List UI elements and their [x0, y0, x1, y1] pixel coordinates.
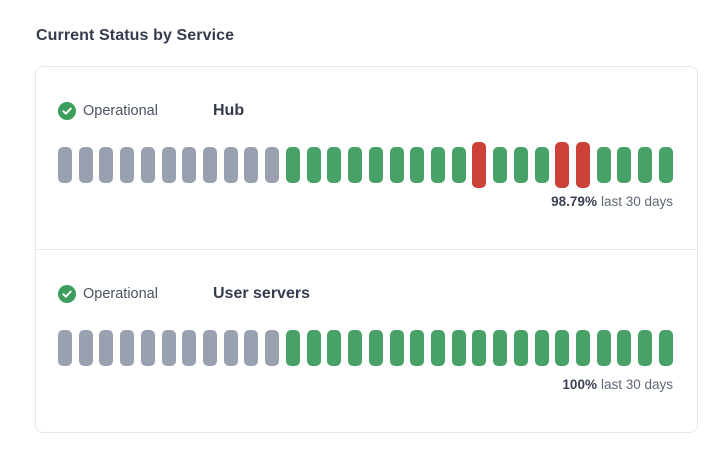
- uptime-day-bar: [430, 330, 445, 366]
- uptime-period: last 30 days: [600, 377, 673, 392]
- uptime-day-bar: [575, 330, 590, 366]
- uptime-day-bar: [120, 330, 135, 366]
- uptime-day-bar: [78, 147, 93, 183]
- uptime-summary: 100% last 30 days: [58, 377, 673, 392]
- uptime-day-bar: [140, 147, 155, 183]
- uptime-day-bar: [161, 147, 176, 183]
- uptime-day-bar: [658, 147, 673, 183]
- uptime-day-bar: [555, 142, 570, 188]
- page-title: Current Status by Service: [36, 27, 235, 44]
- uptime-day-bar: [389, 330, 404, 366]
- uptime-day-bar: [368, 147, 383, 183]
- uptime-day-bar: [493, 330, 508, 366]
- uptime-day-bar: [513, 330, 528, 366]
- uptime-day-bar: [430, 147, 445, 183]
- uptime-day-bar: [410, 330, 425, 366]
- uptime-day-bar: [182, 330, 197, 366]
- uptime-day-bar: [596, 330, 611, 366]
- uptime-day-bar: [389, 147, 404, 183]
- uptime-day-bar: [99, 147, 114, 183]
- uptime-day-bar: [182, 147, 197, 183]
- uptime-bars: [58, 325, 673, 371]
- uptime-day-bar: [575, 142, 590, 188]
- uptime-day-bar: [348, 147, 363, 183]
- status-card: Operational Hub 98.79% last 30 days Opera…: [35, 66, 698, 433]
- uptime-day-bar: [58, 330, 72, 366]
- status-page: Current Status by Service Operational Hu…: [35, 27, 698, 433]
- uptime-day-bar: [638, 330, 653, 366]
- uptime-day-bar: [638, 147, 653, 183]
- uptime-day-bar: [513, 147, 528, 183]
- uptime-day-bar: [472, 142, 487, 188]
- uptime-day-bar: [534, 330, 549, 366]
- uptime-day-bar: [368, 330, 383, 366]
- service-section: Operational User servers 100% last 30 day…: [36, 249, 697, 432]
- uptime-bars: [58, 142, 673, 188]
- service-header: Operational Hub: [58, 101, 675, 121]
- uptime-day-bar: [617, 330, 632, 366]
- service-name: User servers: [213, 285, 310, 302]
- uptime-day-bar: [140, 330, 155, 366]
- check-circle-icon: [58, 285, 76, 303]
- uptime-percent: 100%: [562, 377, 597, 392]
- uptime-day-bar: [203, 147, 218, 183]
- uptime-day-bar: [78, 330, 93, 366]
- uptime-day-bar: [472, 330, 487, 366]
- uptime-day-bar: [244, 330, 259, 366]
- uptime-percent: 98.79%: [551, 194, 597, 209]
- uptime-day-bar: [58, 147, 72, 183]
- uptime-day-bar: [120, 147, 135, 183]
- uptime-day-bar: [493, 147, 508, 183]
- check-circle-icon: [58, 102, 76, 120]
- uptime-period: last 30 days: [600, 194, 673, 209]
- uptime-day-bar: [99, 330, 114, 366]
- service-status-badge: Operational: [58, 285, 213, 303]
- status-label: Operational: [83, 286, 158, 302]
- uptime-day-bar: [348, 330, 363, 366]
- uptime-day-bar: [410, 147, 425, 183]
- uptime-summary: 98.79% last 30 days: [58, 194, 673, 209]
- uptime-day-bar: [617, 147, 632, 183]
- uptime-day-bar: [451, 330, 466, 366]
- uptime-day-bar: [306, 330, 321, 366]
- uptime-day-bar: [534, 147, 549, 183]
- uptime-day-bar: [285, 147, 300, 183]
- uptime-day-bar: [327, 330, 342, 366]
- uptime-day-bar: [223, 330, 238, 366]
- uptime-day-bar: [223, 147, 238, 183]
- status-label: Operational: [83, 103, 158, 119]
- uptime-day-bar: [203, 330, 218, 366]
- uptime-day-bar: [555, 330, 570, 366]
- uptime-day-bar: [451, 147, 466, 183]
- service-status-badge: Operational: [58, 102, 213, 120]
- uptime-day-bar: [265, 147, 280, 183]
- service-name: Hub: [213, 102, 245, 119]
- uptime-day-bar: [596, 147, 611, 183]
- uptime-day-bar: [161, 330, 176, 366]
- uptime-day-bar: [285, 330, 300, 366]
- service-header: Operational User servers: [58, 284, 675, 304]
- uptime-day-bar: [327, 147, 342, 183]
- uptime-day-bar: [265, 330, 280, 366]
- uptime-day-bar: [658, 330, 673, 366]
- uptime-day-bar: [244, 147, 259, 183]
- uptime-day-bar: [306, 147, 321, 183]
- service-section: Operational Hub 98.79% last 30 days: [36, 67, 697, 249]
